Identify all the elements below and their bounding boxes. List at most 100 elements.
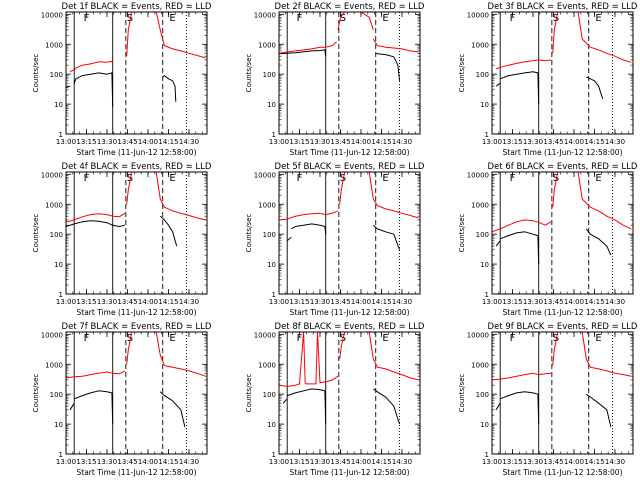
x-tick-label: 13:15 bbox=[502, 138, 522, 146]
marker-label-e: E bbox=[169, 333, 175, 344]
lld-series-line bbox=[66, 370, 126, 379]
y-tick-label: 10000 bbox=[467, 331, 489, 339]
x-tick-label: 13:00 bbox=[56, 138, 76, 146]
x-tick-label: 13:45 bbox=[543, 458, 563, 466]
events-series-line bbox=[74, 390, 114, 425]
marker-label-f: F bbox=[84, 333, 90, 344]
plot-frame bbox=[491, 331, 634, 455]
y-tick-label: 1000 bbox=[258, 361, 276, 369]
lld-series-line bbox=[155, 332, 206, 377]
events-series-line bbox=[586, 76, 604, 99]
plot-frame bbox=[278, 11, 421, 135]
y-tick-label: 10 bbox=[267, 421, 276, 429]
y-tick-label: 10000 bbox=[254, 331, 276, 339]
y-tick-label: 1000 bbox=[258, 41, 276, 49]
marker-label-f: F bbox=[297, 173, 303, 184]
x-tick-label: 13:00 bbox=[482, 458, 502, 466]
x-tick-label: 14:30 bbox=[392, 298, 412, 306]
x-axis-title: Start Time (11-Jun-12 12:58:00) bbox=[290, 148, 410, 157]
lld-series-line bbox=[577, 12, 632, 63]
lld-series-line bbox=[581, 332, 632, 377]
chart-panel: Det 4f BLACK = Events, RED = LLD Counts/s… bbox=[32, 162, 212, 317]
chart-title: Det 9f BLACK = Events, RED = LLD bbox=[488, 322, 638, 332]
y-tick-label: 10 bbox=[480, 101, 489, 109]
chart-panel: Det 5f BLACK = Events, RED = LLD Counts/s… bbox=[245, 162, 425, 317]
events-series-line bbox=[162, 75, 177, 102]
events-series-line bbox=[495, 240, 501, 247]
plot-frame bbox=[491, 11, 634, 135]
lld-series-line bbox=[339, 172, 346, 205]
marker-label-s: S bbox=[340, 13, 346, 24]
plot-frame bbox=[65, 171, 208, 295]
chart-title: Det 3f BLACK = Events, RED = LLD bbox=[488, 2, 638, 12]
lld-series-line bbox=[155, 172, 206, 221]
lld-series-line bbox=[279, 210, 339, 221]
y-tick-label: 1 bbox=[272, 451, 276, 459]
x-tick-label: 13:00 bbox=[56, 298, 76, 306]
y-tick-label: 1 bbox=[59, 131, 63, 139]
x-tick-label: 13:45 bbox=[117, 138, 137, 146]
plot-frame bbox=[65, 331, 208, 455]
x-axis-title: Start Time (11-Jun-12 12:58:00) bbox=[503, 468, 623, 477]
y-tick-label: 10000 bbox=[41, 331, 63, 339]
y-axis-title: Counts/sec bbox=[32, 54, 40, 93]
x-tick-label: 14:15 bbox=[371, 138, 391, 146]
lld-series-line bbox=[279, 332, 306, 387]
lld-series-line bbox=[372, 38, 419, 53]
marker-label-f: F bbox=[297, 333, 303, 344]
events-series-line bbox=[373, 388, 400, 425]
x-tick-label: 14:00 bbox=[351, 458, 371, 466]
lld-series-line bbox=[126, 12, 133, 57]
lld-series-line bbox=[368, 332, 419, 381]
y-axis-title: Counts/sec bbox=[245, 374, 253, 413]
y-axis-title: Counts/sec bbox=[32, 374, 40, 413]
chart-title: Det 5f BLACK = Events, RED = LLD bbox=[275, 162, 425, 172]
marker-label-f: F bbox=[510, 13, 516, 24]
y-tick-label: 100 bbox=[476, 391, 489, 399]
x-axis-title: Start Time (11-Jun-12 12:58:00) bbox=[503, 148, 623, 157]
y-axis-title: Counts/sec bbox=[32, 214, 40, 253]
x-tick-label: 14:30 bbox=[179, 298, 199, 306]
lld-series-line bbox=[368, 172, 419, 219]
x-tick-label: 13:30 bbox=[310, 298, 330, 306]
x-tick-label: 13:30 bbox=[310, 458, 330, 466]
events-series-line bbox=[372, 224, 400, 250]
y-tick-label: 1 bbox=[272, 291, 276, 299]
y-tick-label: 1000 bbox=[45, 41, 63, 49]
y-tick-label: 10 bbox=[267, 101, 276, 109]
y-tick-label: 1 bbox=[59, 291, 63, 299]
x-tick-label: 14:30 bbox=[179, 458, 199, 466]
lld-series-line bbox=[279, 41, 337, 54]
lld-series-line bbox=[339, 332, 346, 360]
marker-label-f: F bbox=[510, 333, 516, 344]
x-tick-label: 14:15 bbox=[158, 138, 178, 146]
y-tick-label: 100 bbox=[50, 71, 63, 79]
chart-panel: Det 2f BLACK = Events, RED = LLD Counts/s… bbox=[245, 2, 425, 157]
x-tick-label: 14:00 bbox=[564, 138, 584, 146]
lld-series-line bbox=[492, 372, 552, 381]
x-tick-label: 13:15 bbox=[76, 138, 96, 146]
x-tick-label: 14:00 bbox=[138, 138, 158, 146]
chart-panel: Det 8f BLACK = Events, RED = LLD Counts/s… bbox=[245, 322, 425, 477]
marker-label-e: E bbox=[169, 13, 175, 24]
chart-panel: Det 7f BLACK = Events, RED = LLD Counts/s… bbox=[32, 322, 212, 477]
y-tick-label: 10 bbox=[480, 421, 489, 429]
x-axis-title: Start Time (11-Jun-12 12:58:00) bbox=[77, 468, 197, 477]
lld-series-line bbox=[155, 12, 206, 59]
x-tick-label: 14:15 bbox=[584, 458, 604, 466]
chart-title: Det 8f BLACK = Events, RED = LLD bbox=[275, 322, 425, 332]
x-tick-label: 13:15 bbox=[76, 458, 96, 466]
lld-series-line bbox=[126, 332, 133, 365]
marker-label-e: E bbox=[382, 333, 388, 344]
x-tick-label: 13:45 bbox=[117, 458, 137, 466]
y-tick-label: 10 bbox=[267, 261, 276, 269]
y-axis-title: Counts/sec bbox=[245, 54, 253, 93]
chart-title: Det 7f BLACK = Events, RED = LLD bbox=[62, 322, 212, 332]
x-tick-label: 13:45 bbox=[330, 298, 350, 306]
events-series-line bbox=[282, 398, 288, 404]
y-tick-label: 100 bbox=[50, 231, 63, 239]
events-series-line bbox=[500, 71, 540, 105]
events-series-line bbox=[500, 391, 540, 425]
y-tick-label: 1000 bbox=[45, 201, 63, 209]
